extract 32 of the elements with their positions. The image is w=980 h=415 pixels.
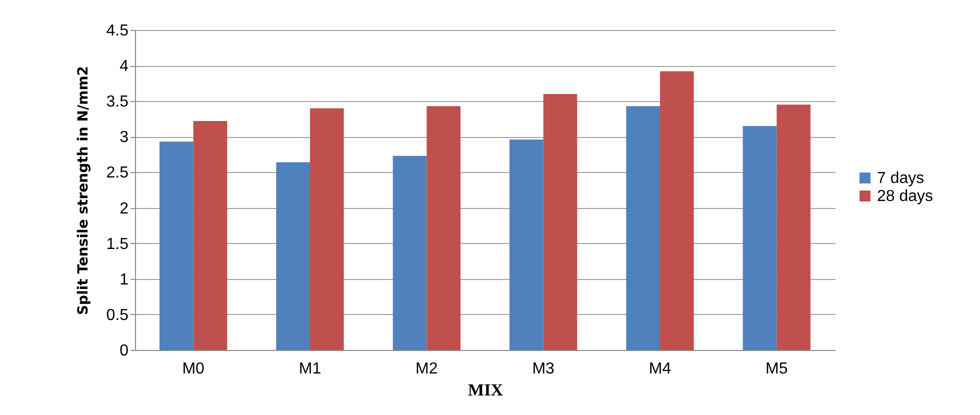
y-tick-label: 0 [120,342,129,360]
y-tick-label: 4.5 [106,22,129,40]
bar [426,106,460,350]
bar [276,162,310,350]
y-tick-label: 2 [120,200,129,218]
bar [742,126,777,350]
y-axis-title: Split Tensile strength in N/mm2 [75,66,92,316]
x-tick-label: M2 [416,360,438,378]
bar [660,71,694,350]
x-tick-label: M3 [532,360,555,378]
bar [160,142,194,350]
y-tick-label: 3.5 [106,94,129,111]
bar [392,156,427,350]
y-tick-label: 4 [120,58,129,76]
legend-label: 7 days [877,170,924,187]
y-tick-label: 1 [120,271,129,288]
y-tick-label: 2.5 [106,164,129,182]
x-axis-title: MIX [468,380,504,400]
bar [193,121,228,350]
bar [543,94,578,350]
y-tick-label: 3 [120,129,129,146]
x-tick-label: M5 [766,360,788,378]
x-tick-label: M0 [182,360,205,378]
bar [510,140,544,350]
bar [626,106,660,350]
legend-label: 28 days [877,188,934,205]
y-tick-label: 1.5 [106,236,129,253]
x-tick-label: M1 [298,360,322,378]
bar [776,104,810,350]
x-tick-label: M4 [648,360,672,378]
bar [310,108,344,350]
y-tick-label: 0.5 [106,306,129,324]
